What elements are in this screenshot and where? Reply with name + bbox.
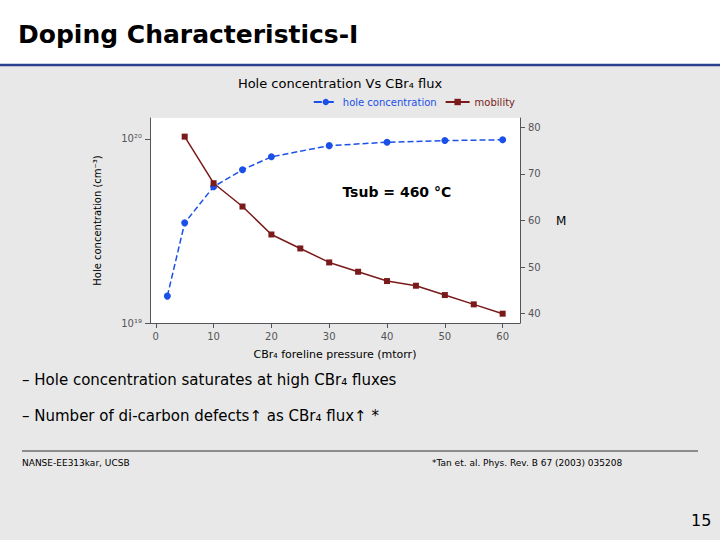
svg-text:50: 50	[528, 262, 541, 273]
svg-text:– Hole concentration saturates: – Hole concentration saturates at high C…	[22, 371, 397, 389]
svg-text:20: 20	[265, 331, 278, 342]
svg-text:10¹⁹: 10¹⁹	[121, 318, 142, 329]
svg-text:NANSE-EE313kar, UCSB: NANSE-EE313kar, UCSB	[22, 458, 130, 468]
svg-text:Hole concentration (cm⁻³): Hole concentration (cm⁻³)	[92, 155, 103, 286]
svg-text:50: 50	[438, 331, 451, 342]
svg-text:*Tan et. al. Phys. Rev. B 67 (: *Tan et. al. Phys. Rev. B 67 (2003) 0352…	[432, 458, 622, 468]
svg-text:Hole concentration Vs CBr₄ flu: Hole concentration Vs CBr₄ flux	[238, 76, 443, 91]
svg-text:hole concentration: hole concentration	[343, 97, 437, 108]
svg-text:15: 15	[691, 511, 711, 530]
svg-text:40: 40	[528, 308, 541, 319]
svg-text:Doping Characteristics-I: Doping Characteristics-I	[18, 20, 358, 49]
svg-text:60: 60	[528, 215, 541, 226]
svg-text:60: 60	[496, 331, 509, 342]
svg-text:0: 0	[153, 331, 159, 342]
svg-text:mobility: mobility	[475, 97, 515, 108]
svg-text:30: 30	[323, 331, 336, 342]
svg-text:80: 80	[528, 122, 541, 133]
svg-text:70: 70	[528, 168, 541, 179]
svg-text:– Number of di-carbon defects↑: – Number of di-carbon defects↑ as CBr₄ f…	[22, 407, 379, 425]
svg-text:CBr₄ foreline pressure (mtorr): CBr₄ foreline pressure (mtorr)	[254, 348, 417, 361]
svg-text:10²⁰: 10²⁰	[121, 133, 142, 144]
svg-text:M: M	[556, 214, 566, 228]
svg-text:Tsub = 460 °C: Tsub = 460 °C	[342, 184, 451, 200]
svg-text:10: 10	[207, 331, 220, 342]
svg-text:40: 40	[381, 331, 394, 342]
